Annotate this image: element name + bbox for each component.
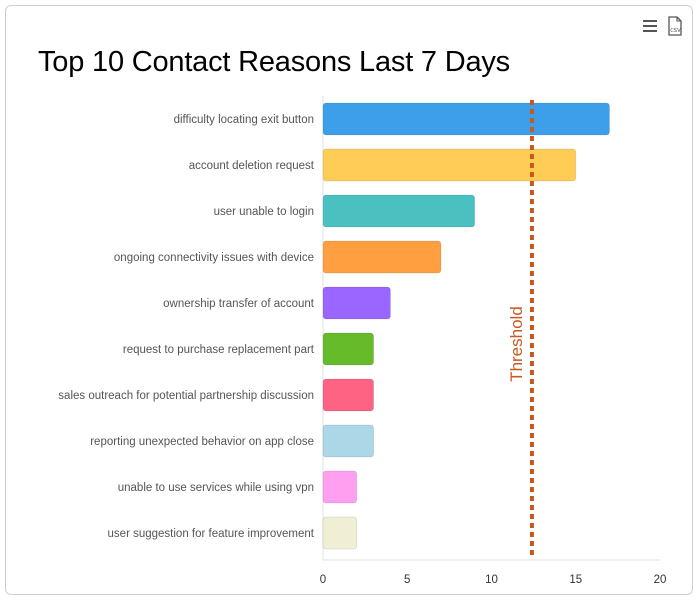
category-label: sales outreach for potential partnership… bbox=[58, 390, 314, 402]
x-axis-ticks: 0 5 10 15 20 bbox=[320, 574, 667, 586]
bar[interactable] bbox=[322, 516, 358, 550]
bars-layer bbox=[322, 102, 610, 550]
threshold-layer: Threshold bbox=[507, 100, 534, 556]
bar[interactable] bbox=[322, 424, 374, 458]
chart-toolbar: CSV bbox=[642, 16, 684, 36]
threshold-label: Threshold bbox=[507, 306, 526, 382]
category-label: ownership transfer of account bbox=[163, 298, 315, 310]
category-label: difficulty locating exit button bbox=[174, 114, 314, 126]
bar[interactable] bbox=[322, 378, 374, 412]
category-label: ongoing connectivity issues with device bbox=[114, 252, 314, 264]
chart-title: Top 10 Contact Reasons Last 7 Days bbox=[38, 46, 510, 78]
x-tick-label: 0 bbox=[320, 574, 326, 586]
bar[interactable] bbox=[322, 102, 610, 136]
hamburger-menu-icon[interactable] bbox=[642, 16, 660, 36]
bar[interactable] bbox=[322, 470, 358, 504]
bar[interactable] bbox=[322, 194, 476, 228]
category-label: request to purchase replacement part bbox=[123, 344, 315, 356]
x-tick-label: 5 bbox=[404, 574, 410, 586]
category-label: reporting unexpected behavior on app clo… bbox=[90, 436, 314, 448]
category-labels: difficulty locating exit button account d… bbox=[58, 114, 315, 540]
x-tick-label: 15 bbox=[569, 574, 582, 586]
category-label: unable to use services while using vpn bbox=[118, 482, 314, 494]
csv-download-icon[interactable]: CSV bbox=[666, 16, 684, 36]
bar[interactable] bbox=[322, 240, 442, 274]
bar[interactable] bbox=[322, 148, 577, 182]
category-label: account deletion request bbox=[189, 160, 315, 172]
category-label: user suggestion for feature improvement bbox=[108, 528, 315, 540]
x-tick-label: 20 bbox=[654, 574, 667, 586]
bar[interactable] bbox=[322, 286, 391, 320]
bar[interactable] bbox=[322, 332, 374, 366]
category-label: user unable to login bbox=[214, 206, 314, 218]
x-tick-label: 10 bbox=[485, 574, 498, 586]
csv-icon-text: CSV bbox=[670, 28, 681, 34]
